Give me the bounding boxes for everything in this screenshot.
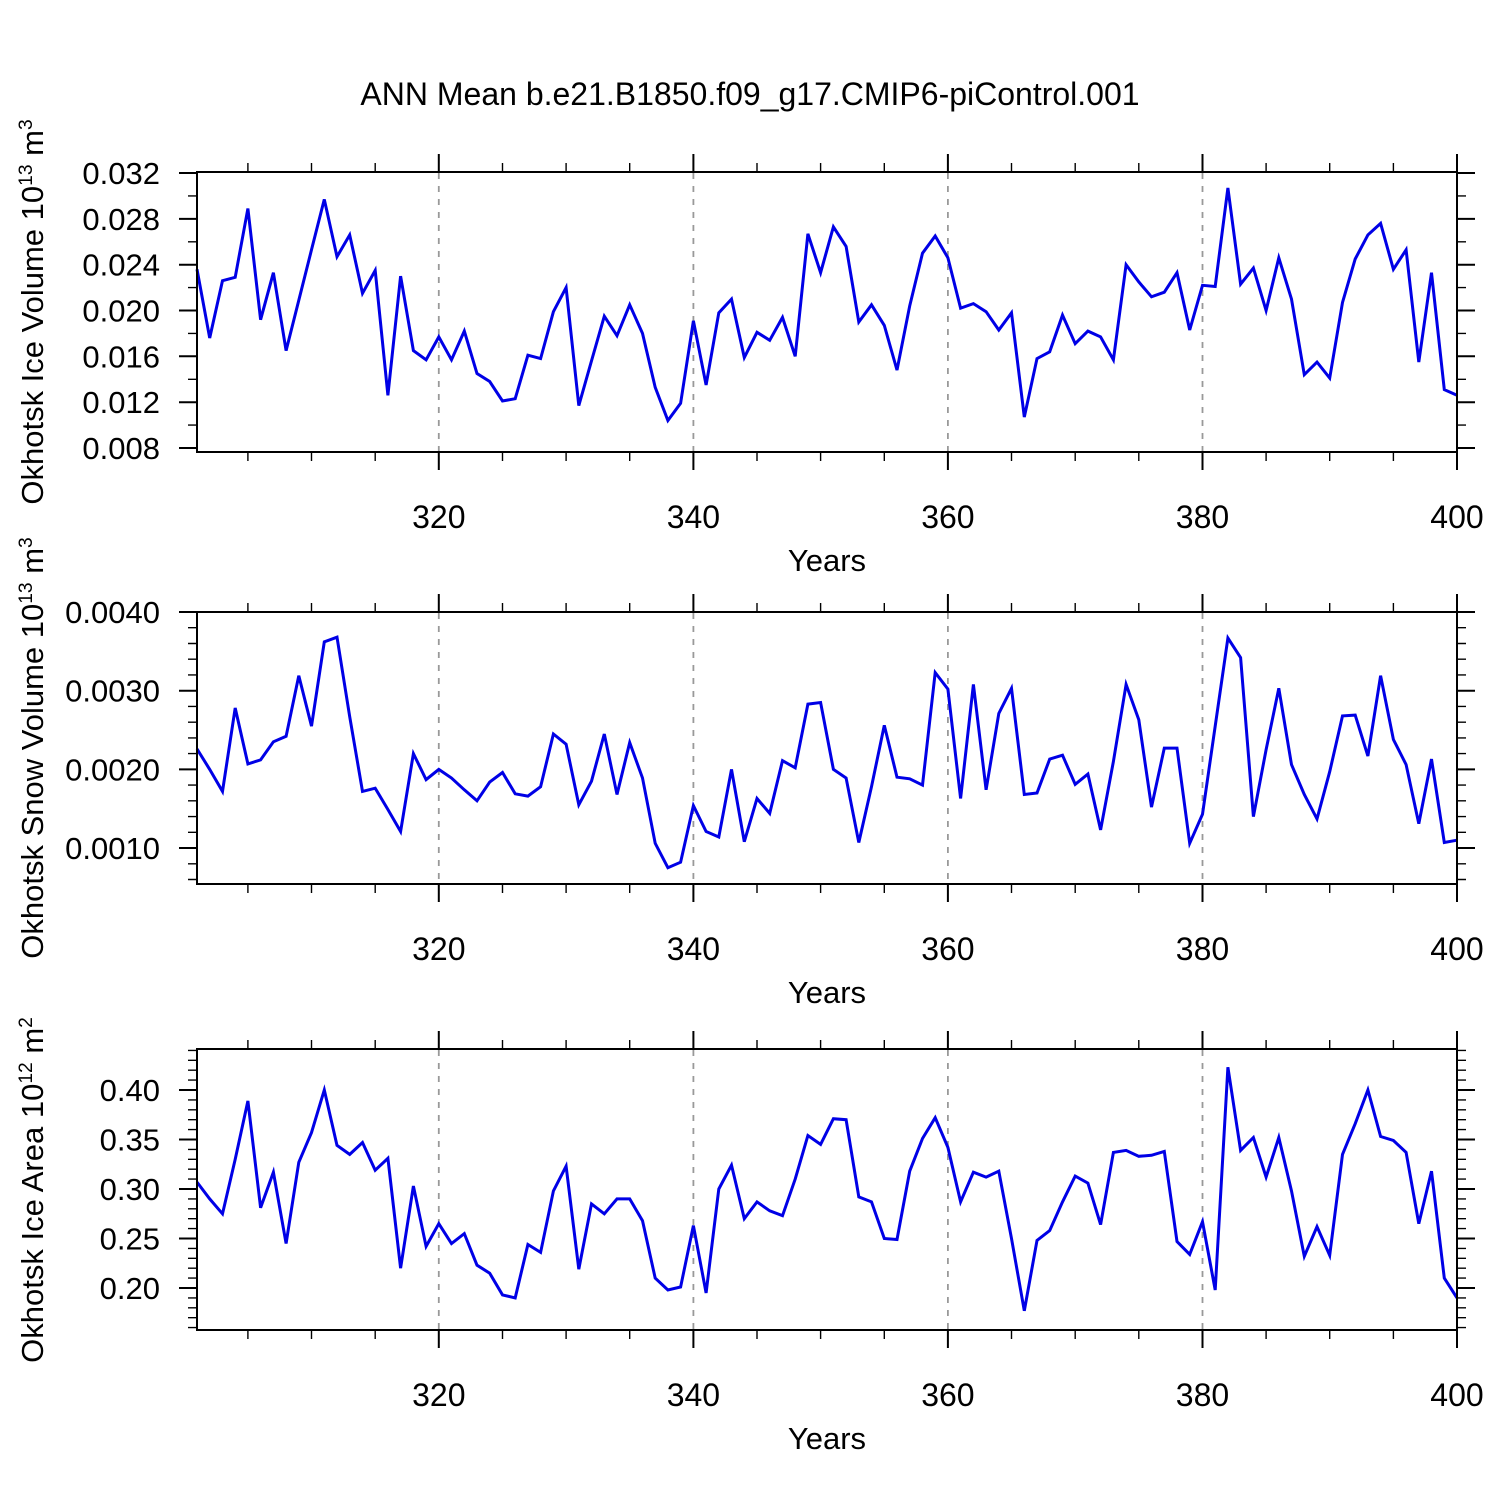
x-tick-label: 380 (1176, 499, 1229, 535)
minor-ticks (188, 163, 1466, 461)
y-tick-label: 0.012 (82, 385, 160, 420)
y-tick-label: 0.028 (82, 202, 160, 237)
series-line-okhotsk-ice-volume (195, 187, 1458, 424)
y-tick-label: 0.30 (100, 1172, 160, 1207)
x-axis-title: Years (788, 1421, 866, 1456)
y-tick-label: 0.0030 (65, 674, 160, 709)
y-axis-title-okhotsk-ice-area: Okhotsk Ice Area 1012 m2 (15, 1016, 50, 1363)
x-tick-label: 380 (1176, 1377, 1229, 1413)
y-tick-label: 0.25 (100, 1222, 160, 1257)
major-ticks (179, 154, 1475, 470)
x-tick-label: 360 (921, 931, 974, 967)
y-tick-label: 0.020 (82, 294, 160, 329)
y-tick-label: 0.016 (82, 339, 160, 374)
y-tick-label: 0.024 (82, 248, 160, 283)
chart-title: ANN Mean b.e21.B1850.f09_g17.CMIP6-piCon… (360, 76, 1140, 112)
y-tick-label: 0.35 (100, 1123, 160, 1158)
y-tick-label: 0.20 (100, 1271, 160, 1306)
plot-box (196, 171, 1458, 453)
x-tick-label: 320 (412, 1377, 465, 1413)
panel-okhotsk-snow-volume: 0.0010 0.0020 0.0030 0.0040 320 340 360 380 400 Y… (65, 594, 1484, 1010)
y-axis-title-okhotsk-snow-volume: Okhotsk Snow Volume 1013 m3 (15, 537, 50, 959)
x-axis-title: Years (788, 543, 866, 578)
series-line-okhotsk-ice-area (195, 1066, 1459, 1312)
x-tick-label: 380 (1176, 931, 1229, 967)
y-tick-label: 0.0040 (65, 595, 160, 630)
x-tick-label: 400 (1430, 499, 1483, 535)
x-tick-label: 400 (1430, 931, 1483, 967)
x-tick-label: 320 (412, 931, 465, 967)
plot-box (196, 1048, 1458, 1331)
panel-okhotsk-ice-volume: 0.008 0.012 0.016 0.020 0.024 0.028 0.032 320 34… (82, 154, 1484, 578)
x-tick-label: 340 (667, 499, 720, 535)
y-tick-label: 0.0010 (65, 831, 160, 866)
x-axis-title: Years (788, 975, 866, 1010)
minor-ticks (188, 603, 1466, 893)
x-tick-label: 400 (1430, 1377, 1483, 1413)
minor-ticks (188, 1040, 1466, 1339)
x-tick-label: 360 (921, 1377, 974, 1413)
x-tick-label: 360 (921, 499, 974, 535)
y-tick-label: 0.032 (82, 156, 160, 191)
major-ticks (179, 1031, 1475, 1348)
x-tick-label: 340 (667, 931, 720, 967)
y-tick-label: 0.008 (82, 431, 160, 466)
series-line-okhotsk-snow-volume (195, 633, 1458, 870)
panel-okhotsk-ice-area: 0.20 0.25 0.30 0.35 0.40 320 340 360 380 400 Years (100, 1031, 1484, 1456)
y-tick-label: 0.40 (100, 1073, 160, 1108)
plot-box (196, 611, 1458, 885)
y-tick-label: 0.0020 (65, 752, 160, 787)
x-tick-label: 340 (667, 1377, 720, 1413)
x-tick-label: 320 (412, 499, 465, 535)
major-ticks (179, 594, 1475, 902)
y-axis-title-okhotsk-ice-volume: Okhotsk Ice Volume 1013 m3 (15, 119, 50, 505)
